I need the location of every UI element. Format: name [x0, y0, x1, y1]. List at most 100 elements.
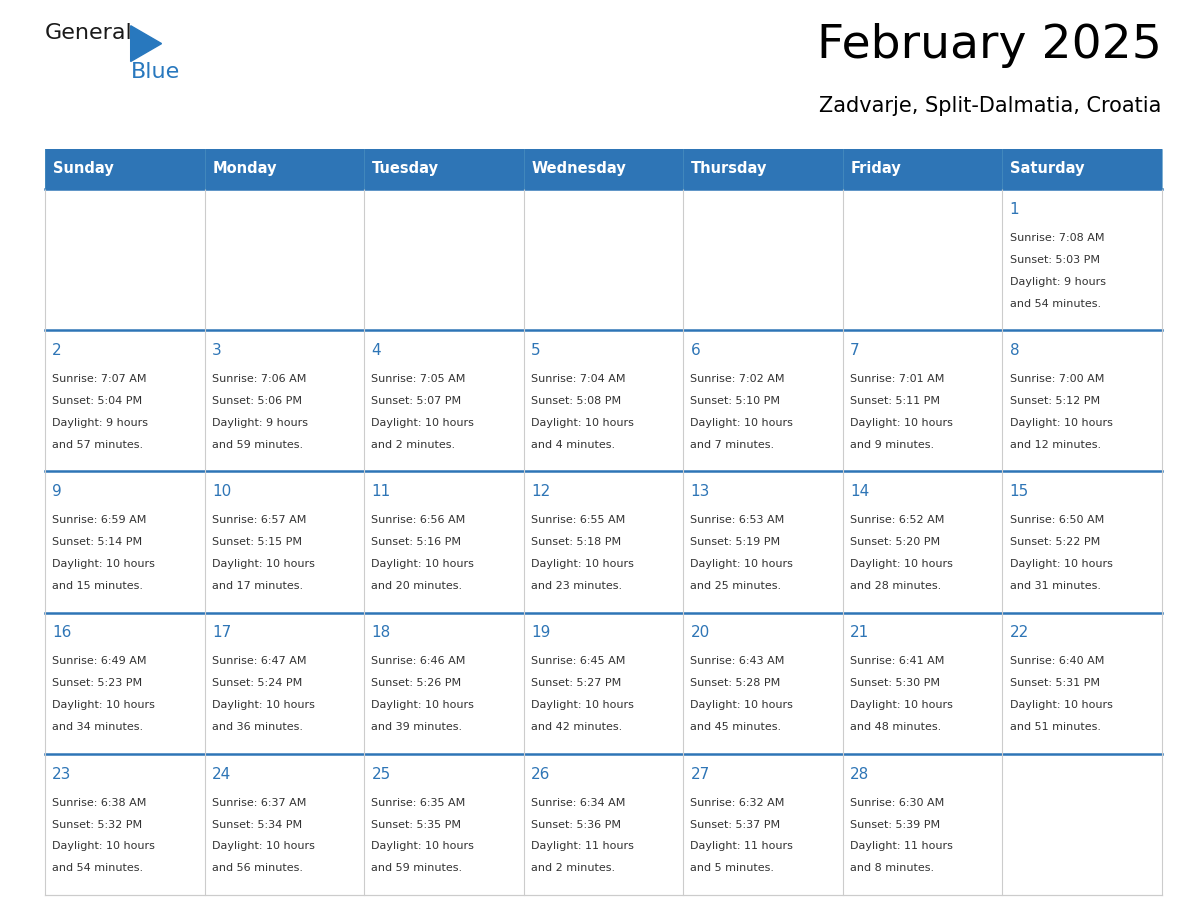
Text: Sunset: 5:10 PM: Sunset: 5:10 PM [690, 396, 781, 406]
Text: 17: 17 [211, 625, 232, 641]
Text: Sunset: 5:35 PM: Sunset: 5:35 PM [372, 820, 461, 830]
Text: and 56 minutes.: and 56 minutes. [211, 863, 303, 873]
Text: Sunrise: 6:46 AM: Sunrise: 6:46 AM [372, 656, 466, 666]
Text: 13: 13 [690, 484, 709, 499]
Bar [45, 149, 1162, 189]
Bar [45, 330, 204, 472]
Bar [1003, 754, 1162, 895]
Text: Daylight: 11 hours: Daylight: 11 hours [690, 842, 794, 851]
Bar [365, 754, 524, 895]
Text: Sunset: 5:32 PM: Sunset: 5:32 PM [52, 820, 143, 830]
Text: Sunset: 5:34 PM: Sunset: 5:34 PM [211, 820, 302, 830]
Text: and 34 minutes.: and 34 minutes. [52, 722, 144, 732]
Text: and 45 minutes.: and 45 minutes. [690, 722, 782, 732]
Text: 19: 19 [531, 625, 550, 641]
Text: Sunrise: 6:50 AM: Sunrise: 6:50 AM [1010, 515, 1104, 525]
Text: Sunset: 5:36 PM: Sunset: 5:36 PM [531, 820, 621, 830]
Text: Daylight: 10 hours: Daylight: 10 hours [211, 559, 315, 569]
Bar [365, 330, 524, 472]
Text: Sunrise: 6:57 AM: Sunrise: 6:57 AM [211, 515, 307, 525]
Text: Daylight: 10 hours: Daylight: 10 hours [1010, 700, 1112, 711]
Text: Daylight: 10 hours: Daylight: 10 hours [52, 700, 156, 711]
Bar [365, 612, 524, 754]
Text: Tuesday: Tuesday [372, 162, 440, 176]
Text: Sunrise: 6:40 AM: Sunrise: 6:40 AM [1010, 656, 1104, 666]
Text: Sunset: 5:31 PM: Sunset: 5:31 PM [1010, 678, 1100, 688]
Text: and 57 minutes.: and 57 minutes. [52, 440, 144, 450]
Text: Daylight: 9 hours: Daylight: 9 hours [1010, 276, 1106, 286]
Bar [524, 472, 683, 612]
Text: Sunset: 5:37 PM: Sunset: 5:37 PM [690, 820, 781, 830]
Text: Daylight: 10 hours: Daylight: 10 hours [531, 559, 633, 569]
Bar [842, 754, 1003, 895]
Text: Thursday: Thursday [691, 162, 767, 176]
Bar [204, 330, 365, 472]
Text: 11: 11 [372, 484, 391, 499]
Text: Sunrise: 6:52 AM: Sunrise: 6:52 AM [849, 515, 944, 525]
Text: 7: 7 [849, 343, 860, 358]
Text: 22: 22 [1010, 625, 1029, 641]
Bar [683, 612, 842, 754]
Text: Sunrise: 7:01 AM: Sunrise: 7:01 AM [849, 374, 944, 384]
Text: Sunrise: 6:43 AM: Sunrise: 6:43 AM [690, 656, 785, 666]
Text: Saturday: Saturday [1010, 162, 1085, 176]
Text: Daylight: 10 hours: Daylight: 10 hours [52, 559, 156, 569]
Text: 3: 3 [211, 343, 222, 358]
Text: Daylight: 10 hours: Daylight: 10 hours [211, 700, 315, 711]
Text: Daylight: 10 hours: Daylight: 10 hours [531, 418, 633, 428]
Bar [1003, 330, 1162, 472]
Text: Daylight: 10 hours: Daylight: 10 hours [1010, 559, 1112, 569]
Text: Sunset: 5:12 PM: Sunset: 5:12 PM [1010, 396, 1100, 406]
Text: Monday: Monday [213, 162, 277, 176]
Text: and 15 minutes.: and 15 minutes. [52, 581, 144, 591]
Text: Sunrise: 6:55 AM: Sunrise: 6:55 AM [531, 515, 625, 525]
Text: Sunset: 5:22 PM: Sunset: 5:22 PM [1010, 537, 1100, 547]
Text: Sunrise: 7:06 AM: Sunrise: 7:06 AM [211, 374, 307, 384]
Text: 4: 4 [372, 343, 381, 358]
Text: Sunset: 5:03 PM: Sunset: 5:03 PM [1010, 255, 1100, 264]
Text: February 2025: February 2025 [817, 23, 1162, 68]
Text: 12: 12 [531, 484, 550, 499]
Bar [842, 472, 1003, 612]
Text: Daylight: 10 hours: Daylight: 10 hours [690, 700, 794, 711]
Text: Daylight: 11 hours: Daylight: 11 hours [531, 842, 633, 851]
Text: Sunset: 5:24 PM: Sunset: 5:24 PM [211, 678, 302, 688]
Text: Sunset: 5:19 PM: Sunset: 5:19 PM [690, 537, 781, 547]
Text: 5: 5 [531, 343, 541, 358]
Text: Sunset: 5:30 PM: Sunset: 5:30 PM [849, 678, 940, 688]
Text: Daylight: 10 hours: Daylight: 10 hours [372, 559, 474, 569]
Bar [842, 612, 1003, 754]
Text: and 20 minutes.: and 20 minutes. [372, 581, 462, 591]
Text: Sunrise: 7:05 AM: Sunrise: 7:05 AM [372, 374, 466, 384]
Bar [524, 330, 683, 472]
Text: Daylight: 10 hours: Daylight: 10 hours [52, 842, 156, 851]
Bar [204, 754, 365, 895]
Text: Sunrise: 6:47 AM: Sunrise: 6:47 AM [211, 656, 307, 666]
Text: Sunset: 5:15 PM: Sunset: 5:15 PM [211, 537, 302, 547]
Bar [683, 472, 842, 612]
Text: 18: 18 [372, 625, 391, 641]
Text: 20: 20 [690, 625, 709, 641]
Text: Sunset: 5:23 PM: Sunset: 5:23 PM [52, 678, 143, 688]
Text: 26: 26 [531, 767, 550, 781]
Text: Daylight: 9 hours: Daylight: 9 hours [52, 418, 148, 428]
Text: and 12 minutes.: and 12 minutes. [1010, 440, 1100, 450]
Bar [365, 472, 524, 612]
Text: Sunset: 5:11 PM: Sunset: 5:11 PM [849, 396, 940, 406]
Text: Sunrise: 7:08 AM: Sunrise: 7:08 AM [1010, 233, 1104, 243]
Text: and 17 minutes.: and 17 minutes. [211, 581, 303, 591]
Text: Wednesday: Wednesday [532, 162, 626, 176]
Text: Daylight: 10 hours: Daylight: 10 hours [372, 842, 474, 851]
Text: and 4 minutes.: and 4 minutes. [531, 440, 615, 450]
Bar [1003, 612, 1162, 754]
Text: and 31 minutes.: and 31 minutes. [1010, 581, 1100, 591]
Text: Zadvarje, Split-Dalmatia, Croatia: Zadvarje, Split-Dalmatia, Croatia [820, 96, 1162, 117]
Bar [683, 754, 842, 895]
Text: General: General [45, 23, 133, 43]
Bar [365, 189, 524, 330]
Text: Daylight: 10 hours: Daylight: 10 hours [372, 700, 474, 711]
Bar [45, 612, 204, 754]
Text: Daylight: 10 hours: Daylight: 10 hours [849, 559, 953, 569]
Text: Daylight: 9 hours: Daylight: 9 hours [211, 418, 308, 428]
Text: and 7 minutes.: and 7 minutes. [690, 440, 775, 450]
